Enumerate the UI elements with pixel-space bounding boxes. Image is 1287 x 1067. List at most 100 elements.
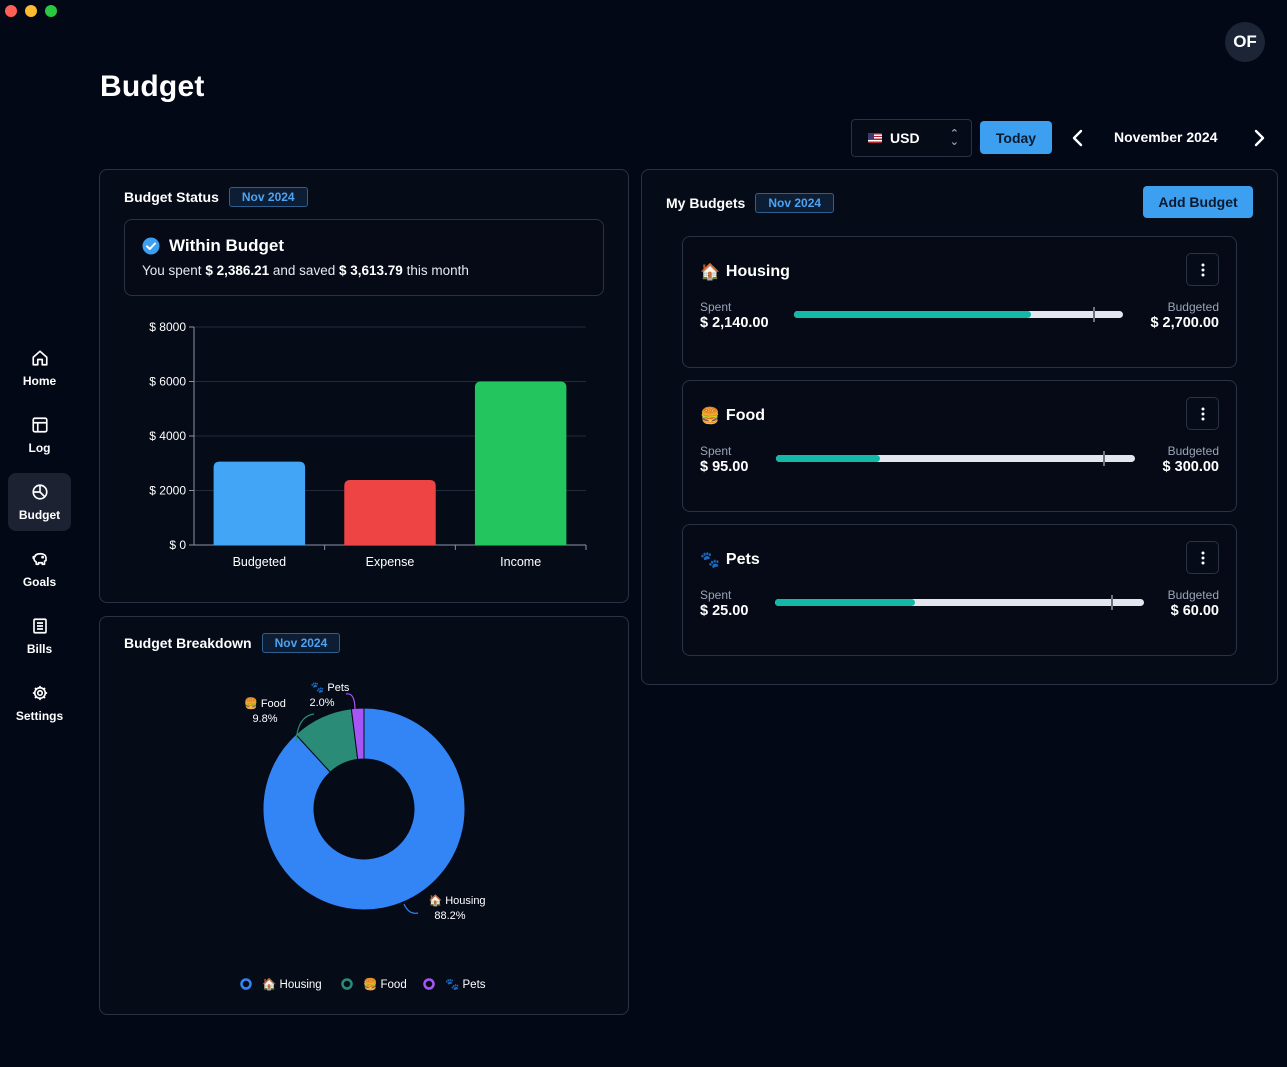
slice-housing[interactable] (262, 707, 466, 911)
bar-budgeted[interactable] (213, 461, 306, 545)
check-circle-icon (142, 237, 160, 255)
house-icon: 🏠 (700, 262, 720, 281)
x-tick-label: Income (500, 555, 541, 569)
avatar[interactable]: OF (1225, 22, 1265, 62)
budgeted-label: Budgeted (1167, 588, 1219, 602)
paw-icon: 🐾 (700, 550, 720, 569)
status-title-text: Within Budget (169, 236, 285, 255)
slice-leader-pets (345, 693, 356, 711)
y-tick-label: $ 0 (169, 538, 186, 552)
sidebar: Home Log Budget Goals Bills Settings (8, 339, 71, 741)
budget-item-food[interactable]: 🍔 Food Spent $ 95.00 Budgeted $ 300.00 (682, 380, 1237, 512)
budget-item-name: Pets (725, 550, 760, 568)
budget-status-summary: Within Budget You spent $ 2,386.21 and s… (124, 219, 604, 296)
card-title: Budget Status (124, 189, 219, 205)
spent-value: $ 25.00 (700, 603, 749, 619)
more-vertical-icon (1201, 263, 1204, 276)
budget-progress-bar (794, 307, 1123, 322)
more-options-button[interactable] (1186, 541, 1219, 574)
add-budget-button[interactable]: Add Budget (1143, 186, 1253, 218)
sidebar-item-budget[interactable]: Budget (8, 473, 71, 531)
x-tick-label: Budgeted (233, 555, 287, 569)
chevron-right-icon[interactable] (1249, 128, 1269, 148)
chevron-up-down-icon: ⌃ ⌄ (949, 128, 959, 148)
card-title: Budget Breakdown (124, 635, 252, 651)
sidebar-item-settings[interactable]: Settings (8, 674, 71, 732)
piggy-bank-icon (31, 552, 47, 565)
currency-select[interactable]: USD ⌃ ⌄ (851, 119, 972, 157)
slice-leader-housing (403, 903, 419, 914)
status-text-prefix: You spent (142, 263, 202, 278)
window-controls (5, 5, 57, 17)
budget-item-name: Food (725, 406, 766, 424)
spent-label: Spent (700, 300, 732, 314)
more-options-button[interactable] (1186, 397, 1219, 430)
budget-progress-fill (776, 455, 881, 462)
budgeted-value: $ 60.00 (1170, 603, 1219, 619)
budget-status-card: Budget Status Nov 2024 Within Budget You… (99, 169, 629, 603)
budget-progress-bar (776, 451, 1135, 466)
budgeted-value: $ 300.00 (1162, 459, 1219, 475)
spent-amount: $ 2,386.21 (205, 263, 270, 278)
budget-breakdown-header: Budget Breakdown Nov 2024 (124, 633, 341, 653)
sidebar-item-log[interactable]: Log (8, 406, 71, 464)
y-tick-label: $ 8000 (149, 320, 186, 334)
budget-breakdown-donut-chart: 🏠 Housing 88.2% 🍔 Food 9.8% 🐾 Pets 2.0% 🏠 Hous… (240, 682, 486, 991)
legend-label: 🏠 Housing (262, 977, 322, 991)
minimize-window-button[interactable] (25, 5, 37, 17)
budget-item-housing[interactable]: 🏠 Housing Spent $ 2,140.00 Budgeted $ 2,… (682, 236, 1237, 368)
burger-icon: 🍔 (700, 406, 720, 425)
budget-item-pets[interactable]: 🐾 Pets Spent $ 25.00 Budgeted $ 60.00 (682, 524, 1237, 656)
legend-label: 🍔 Food (363, 977, 407, 991)
home-icon (31, 349, 48, 366)
current-month-label: November 2024 (1114, 129, 1218, 145)
today-button[interactable]: Today (980, 121, 1052, 154)
budget-progress-bar (775, 595, 1144, 610)
chevron-left-icon[interactable] (1068, 128, 1088, 148)
budget-progress-marker (1093, 307, 1096, 322)
budget-breakdown-card: Budget Breakdown Nov 2024 🏠 Housing 88.2%… (99, 616, 629, 1015)
slice-label-pets: 🐾 Pets (311, 682, 350, 694)
legend-label: 🐾 Pets (445, 978, 486, 991)
saved-amount: $ 3,613.79 (338, 263, 403, 278)
legend-item-pets[interactable]: 🐾 Pets (423, 978, 486, 991)
period-badge: Nov 2024 (261, 633, 341, 653)
budget-item-name: Housing (725, 262, 790, 280)
table-icon (31, 416, 48, 433)
legend-item-food[interactable]: 🍔 Food (341, 977, 407, 991)
legend-item-housing[interactable]: 🏠 Housing (240, 977, 322, 991)
slice-value-pets: 2.0% (309, 697, 334, 709)
budget-progress-marker (1102, 451, 1105, 466)
budget-status-bar-chart: $ 0 $ 2000 $ 4000 $ 6000 $ 8000 Budgeted Expen… (149, 320, 587, 569)
spent-value: $ 95.00 (700, 459, 749, 475)
legend-swatch (423, 978, 435, 990)
budgeted-label: Budgeted (1167, 444, 1219, 458)
status-text-mid: and saved (272, 263, 336, 278)
sidebar-item-bills[interactable]: Bills (8, 607, 71, 665)
slice-leader-food (295, 713, 315, 742)
x-tick-label: Expense (366, 555, 415, 569)
legend-swatch (240, 978, 252, 990)
page-title: Budget (100, 70, 205, 103)
bar-income[interactable] (474, 381, 567, 546)
spent-value: $ 2,140.00 (700, 315, 769, 331)
sidebar-item-label: Bills (26, 641, 53, 656)
my-budgets-card: My Budgets Nov 2024 Add Budget 🏠 Housing… (641, 169, 1278, 685)
budget-item-title: 🏠 Housing (700, 262, 790, 281)
spent-label: Spent (700, 588, 732, 602)
period-badge: Nov 2024 (755, 193, 835, 213)
maximize-window-button[interactable] (45, 5, 57, 17)
more-options-button[interactable] (1186, 253, 1219, 286)
pie-chart-icon (31, 483, 48, 500)
close-window-button[interactable] (5, 5, 17, 17)
bar-expense[interactable] (344, 479, 436, 545)
slice-value-food: 9.8% (252, 713, 277, 725)
slice-value-housing: 88.2% (434, 910, 465, 922)
more-vertical-icon (1201, 407, 1204, 420)
slice-label-housing: 🏠 Housing (428, 894, 485, 907)
sidebar-item-label: Settings (15, 708, 64, 723)
sidebar-item-goals[interactable]: Goals (8, 540, 71, 598)
more-vertical-icon (1201, 551, 1204, 564)
sidebar-item-home[interactable]: Home (8, 339, 71, 397)
